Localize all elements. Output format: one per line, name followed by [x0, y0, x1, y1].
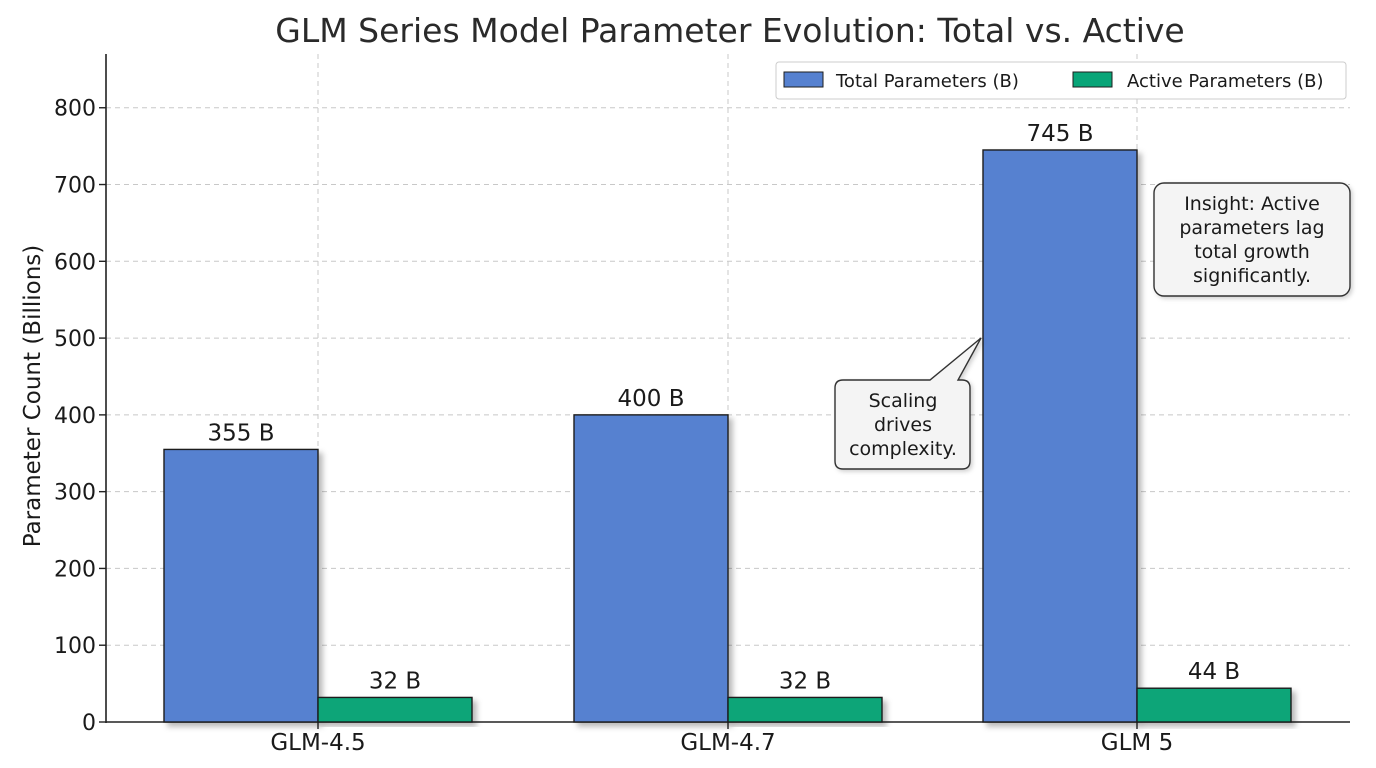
y-tick-label: 400 [54, 404, 96, 429]
bar-value-label: 44 B [1188, 659, 1240, 685]
bar-value-label: 32 B [779, 668, 831, 694]
legend-box [775, 61, 1347, 100]
y-axis-label: Parameter Count (Billions) [20, 245, 46, 548]
scaling-note-bubble [834, 337, 982, 470]
insight-note-text: total growth [1194, 241, 1310, 263]
bar-value-label: 32 B [369, 668, 421, 694]
legend-label: Active Parameters (B) [1127, 71, 1324, 92]
y-tick-label: 100 [54, 634, 96, 659]
bar-active [1136, 687, 1292, 723]
scaling-note-text: Scaling [869, 390, 938, 412]
y-tick-label: 0 [82, 711, 96, 736]
bar-value-label: 400 B [618, 386, 685, 412]
y-tick-label: 500 [54, 327, 96, 352]
bar-total [163, 448, 319, 723]
insight-note-box [1153, 182, 1351, 297]
legend-swatch [1072, 71, 1113, 88]
scaling-note-text: complexity. [849, 438, 957, 460]
scaling-note-text: drives [874, 414, 932, 436]
y-tick-label: 700 [54, 174, 96, 199]
y-tick-label: 600 [54, 250, 96, 275]
bar-value-label: 745 B [1027, 121, 1094, 147]
insight-note-text: significantly. [1193, 265, 1311, 287]
bar-total [982, 149, 1138, 723]
bar-value-label: 355 B [208, 420, 275, 446]
bar-total [573, 414, 729, 723]
y-tick-label: 800 [54, 97, 96, 122]
x-tick-label: GLM-4.5 [270, 730, 365, 756]
x-tick-label: GLM 5 [1101, 730, 1173, 756]
bar-active [317, 696, 473, 723]
y-tick-label: 300 [54, 481, 96, 506]
chart-title: GLM Series Model Parameter Evolution: To… [275, 11, 1184, 50]
legend-swatch [783, 71, 824, 88]
x-tick-label: GLM-4.7 [680, 730, 775, 756]
insight-note-text: parameters lag [1179, 217, 1324, 239]
legend-label: Total Parameters (B) [835, 71, 1019, 92]
insight-note-text: Insight: Active [1184, 193, 1320, 215]
bar-active [727, 696, 883, 723]
y-tick-label: 200 [54, 557, 96, 582]
